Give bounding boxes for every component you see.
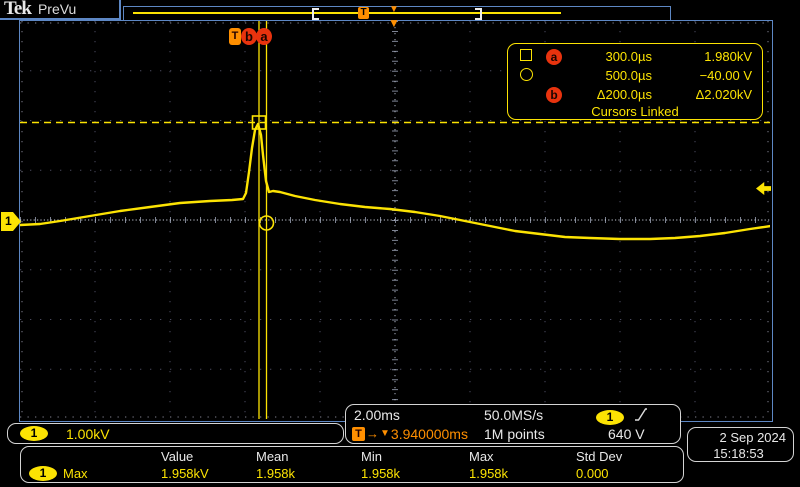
cursor-a-badge[interactable]: a (256, 28, 272, 45)
meas-min: 1.958k (361, 466, 401, 481)
meas-header-value: Value (161, 449, 194, 464)
meas-name: Max (63, 466, 88, 481)
cursor-a-row-badge: a (546, 48, 562, 65)
window-bracket-right-icon (475, 8, 482, 20)
sample-rate-value: 50.0MS/s (484, 407, 544, 423)
record-view-line (133, 12, 561, 14)
tek-logo: Tek (4, 0, 32, 19)
measurement-box[interactable]: Value Mean Min Max Std Dev 1 Max 1.958kV… (20, 446, 684, 483)
cursor-delta-row: b Δ200.0µs Δ2.020kV (508, 85, 762, 104)
meas-stddev: 0.000 (576, 466, 609, 481)
brand-area: Tek PreVu (0, 0, 121, 20)
cursor-readout-box[interactable]: a 300.0µs 1.980kV 500.0µs −40.00 V b Δ20… (507, 43, 763, 120)
right-arrow-icon: → (366, 426, 379, 441)
rising-edge-icon (634, 407, 648, 425)
cursor-b-circle-marker[interactable] (258, 215, 275, 231)
waveform-trace (20, 122, 770, 241)
horizontal-trigger-readout[interactable]: 2.00ms 50.0MS/s 1 T → ▼ 3.940000ms 1M po… (345, 404, 681, 444)
cursors-linked-label: Cursors Linked (591, 104, 679, 119)
meas-header-mean: Mean (256, 449, 289, 464)
expansion-point-icon: ▼ (388, 16, 400, 30)
window-bracket-left-icon (312, 8, 319, 20)
circle-cursor-icon (520, 67, 533, 81)
record-view-bar[interactable]: T ▼ (123, 4, 671, 21)
trigger-source-badge: 1 (596, 410, 624, 425)
trigger-level-value: 640 V (608, 426, 645, 442)
cursor-delta-time: Δ200.0µs (596, 87, 652, 102)
cursor-b-badge[interactable]: b (241, 28, 257, 45)
cursor-a-square-marker[interactable] (251, 115, 267, 130)
meas-header-min: Min (361, 449, 382, 464)
meas-max: 1.958k (469, 466, 509, 481)
channel1-badge: 1 (20, 426, 48, 441)
cursor-b-row-badge: b (546, 86, 562, 103)
datetime-box: 2 Sep 2024 15:18:53 (687, 427, 794, 462)
record-expansion-icon: ▼ (389, 4, 399, 15)
square-cursor-icon (520, 49, 532, 61)
date-label: 2 Sep 2024 (719, 430, 786, 445)
down-triangle-icon: ▼ (380, 428, 390, 439)
meas-header-stddev: Std Dev (576, 449, 623, 464)
trigger-t-badge: T (352, 427, 365, 441)
meas-value: 1.958kV (161, 466, 209, 481)
cursor-a-row: a 300.0µs 1.980kV (508, 47, 762, 66)
timebase-value: 2.00ms (354, 407, 400, 423)
meas-mean: 1.958k (256, 466, 296, 481)
meas-channel-badge: 1 (29, 466, 57, 481)
cursor-delta-value: Δ2.020kV (695, 87, 752, 102)
channel1-scale: 1.00kV (66, 425, 110, 442)
cursor-b-row: 500.0µs −40.00 V (508, 66, 762, 85)
meas-header-max: Max (469, 449, 494, 464)
cursor-a-time: 300.0µs (605, 49, 652, 64)
channel1-ground-marker[interactable]: 1 (1, 212, 21, 231)
trigger-position-flag[interactable]: T (229, 28, 241, 45)
channel1-readout[interactable]: 1 1.00kV (7, 423, 344, 444)
record-trigger-badge: T (358, 7, 369, 19)
cursor-b-time: 500.0µs (605, 68, 652, 83)
acquisition-mode-label: PreVu (37, 1, 77, 17)
record-length-value: 1M points (484, 426, 545, 442)
trigger-delay-group: T → ▼ 3.940000ms (352, 426, 468, 442)
time-label: 15:18:53 (713, 446, 764, 461)
trigger-delay-value: 3.940000ms (390, 426, 468, 442)
cursor-a-value: 1.980kV (704, 49, 752, 64)
cursor-b-value: −40.00 V (699, 68, 752, 83)
